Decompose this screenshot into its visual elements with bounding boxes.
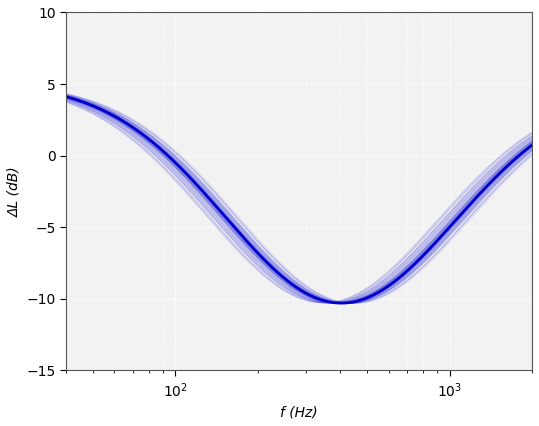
X-axis label: f (Hz): f (Hz) xyxy=(280,405,318,419)
Y-axis label: ΔL (dB): ΔL (dB) xyxy=(7,166,21,217)
